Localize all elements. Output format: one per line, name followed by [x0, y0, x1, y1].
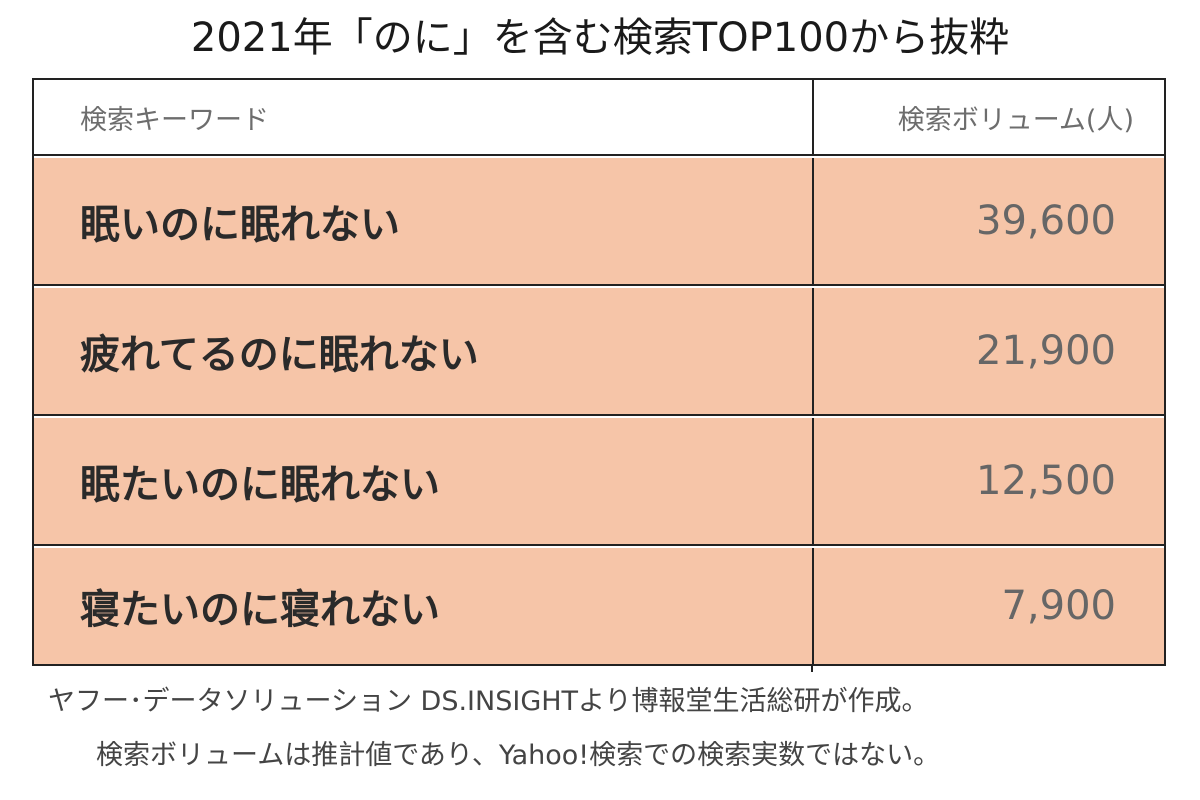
table-row: 疲れてるのに眠れない 21,900	[34, 288, 1164, 416]
estimate-note: 検索ボリュームは推計値であり、Yahoo!検索での検索実数ではない。	[96, 740, 941, 771]
page-title: 2021年「のに」を含む検索TOP100から抜粋	[190, 15, 1010, 61]
search-volume-table: 検索キーワード 検索ボリューム(人) 眠いのに眠れない 39,600 疲れてるの…	[32, 78, 1166, 666]
table-row: 眠たいのに眠れない 12,500	[34, 418, 1164, 546]
row-keyword: 寝たいのに寝れない	[34, 548, 814, 664]
table-header-row: 検索キーワード 検索ボリューム(人)	[34, 80, 1164, 156]
row-volume: 7,900	[1001, 583, 1116, 629]
row-volume: 39,600	[976, 198, 1116, 244]
column-divider-tail	[811, 664, 813, 672]
row-volume: 21,900	[976, 328, 1116, 374]
row-keyword: 疲れてるのに眠れない	[34, 288, 814, 414]
header-volume: 検索ボリューム(人)	[897, 104, 1134, 136]
row-volume: 12,500	[976, 458, 1116, 504]
header-keyword: 検索キーワード	[34, 80, 814, 154]
source-note: ヤフー･データソリューション DS.INSIGHTより博報堂生活総研が作成。	[48, 686, 929, 717]
row-keyword: 眠いのに眠れない	[34, 158, 814, 284]
table-row: 眠いのに眠れない 39,600	[34, 158, 1164, 286]
row-keyword: 眠たいのに眠れない	[34, 418, 814, 544]
table-row: 寝たいのに寝れない 7,900	[34, 548, 1164, 664]
